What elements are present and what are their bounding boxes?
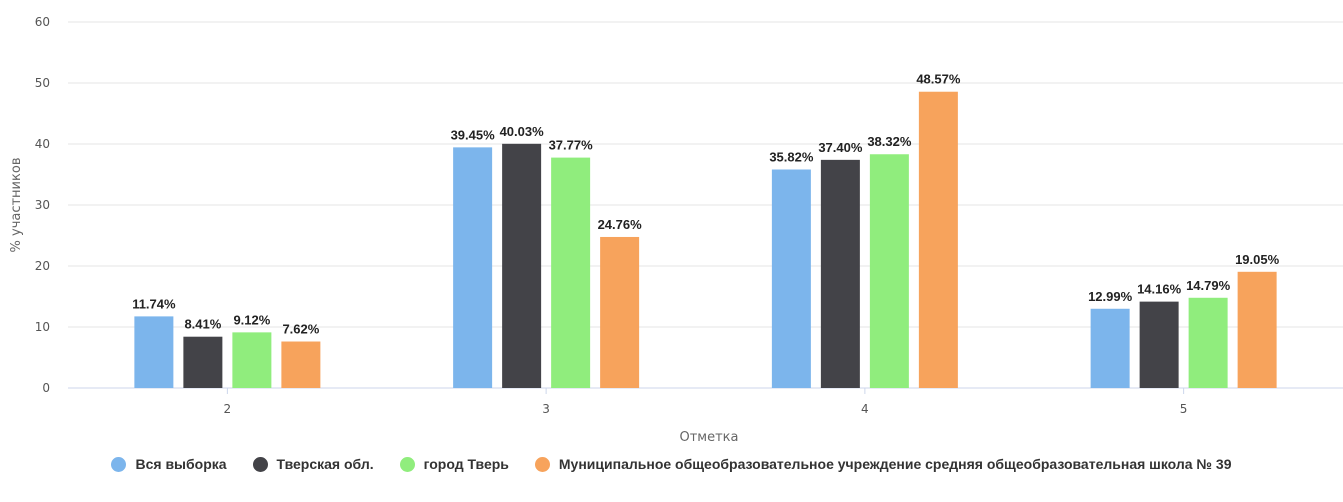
legend-label: Вся выборка [135,456,227,472]
bar-value-label: 14.16% [1137,282,1182,297]
bar [502,143,542,388]
x-tick-label: 3 [542,402,550,416]
bar-chart: 0 10 20 30 40 50 60 11.74% 8.41% 9.12% 7.62% 39.45… [9,15,1343,445]
bar [820,159,860,388]
bar-value-label: 14.79% [1186,278,1231,293]
bar [1139,301,1179,388]
legend-dot-icon [399,456,415,472]
bar [183,336,223,388]
bar-value-label: 48.57% [916,72,961,87]
bars [134,91,1277,389]
y-tick-label: 10 [35,320,50,334]
x-tick-label: 4 [861,402,869,416]
bar [232,332,272,388]
y-tick-label: 30 [35,198,50,212]
bar [918,91,958,389]
bar-value-label: 8.41% [184,317,221,332]
gridlines [68,21,1343,389]
bar [600,236,640,388]
bar-value-label: 39.45% [451,127,496,142]
bar-value-label: 11.74% [132,296,176,311]
y-axis-ticks: 0 10 20 30 40 50 60 [35,15,50,395]
x-tick-label: 5 [1180,402,1188,416]
x-axis-ticks: 2 3 4 5 [224,388,1188,416]
bar [1237,271,1277,388]
legend-item[interactable]: Муниципальное общеобразовательное учрежд… [534,456,1232,472]
legend-dot-icon [111,456,127,472]
bar-value-label: 37.77% [549,138,594,153]
legend-dot-icon [534,456,550,472]
legend-item[interactable]: Тверская обл. [252,456,374,472]
bar-value-label: 35.82% [769,149,814,164]
y-tick-label: 0 [42,381,50,395]
y-tick-label: 40 [35,137,50,151]
legend: Вся выборка Тверская обл. город Тверь Муниц… [0,456,1343,472]
x-tick-label: 2 [224,402,232,416]
y-tick-label: 60 [35,15,50,29]
y-tick-label: 50 [35,76,50,90]
legend-item[interactable]: Вся выборка [111,456,227,472]
legend-label: город Тверь [423,456,509,472]
bar-value-label: 38.32% [867,134,912,149]
legend-label: Тверская обл. [276,456,374,472]
y-tick-label: 20 [35,259,50,273]
bar-value-label: 12.99% [1088,289,1133,304]
bar [869,154,909,388]
bar [1188,297,1228,388]
bar-value-label: 40.03% [500,124,545,139]
bar-value-label: 37.40% [818,140,863,155]
data-labels: 11.74% 8.41% 9.12% 7.62% 39.45% 40.03% 37.77% 2… [132,72,1279,337]
bar [551,157,591,388]
legend-label: Муниципальное общеобразовательное учрежд… [558,456,1232,472]
bar [771,169,811,388]
bar [453,147,493,388]
legend-item[interactable]: город Тверь [399,456,509,472]
bar [1090,308,1130,388]
bar-value-label: 24.76% [598,217,643,232]
y-axis-title: % участников [9,158,24,253]
bar-value-label: 9.12% [233,312,270,327]
bar [281,341,321,388]
legend-dot-icon [252,456,268,472]
bar [134,316,174,388]
bar-value-label: 7.62% [282,322,319,337]
bar-value-label: 19.05% [1235,252,1280,267]
x-axis-title: Отметка [679,430,738,445]
